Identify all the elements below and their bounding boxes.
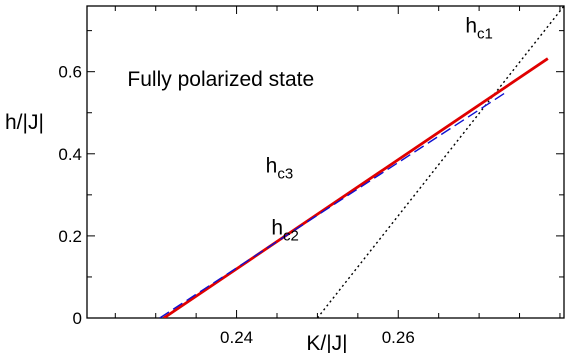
x-axis-label: K/|J| bbox=[306, 332, 347, 353]
plot-frame bbox=[86, 5, 565, 319]
series-line-hc2 bbox=[159, 90, 508, 318]
x-tick-label: 0.26 bbox=[382, 328, 415, 347]
y-tick-label: 0.2 bbox=[58, 227, 82, 246]
label-hc3: hc3 bbox=[266, 154, 294, 182]
region-label: Fully polarized state bbox=[127, 68, 314, 91]
series-line-hc1 bbox=[316, 6, 564, 318]
y-tick-label: 0.6 bbox=[58, 63, 82, 82]
y-axis-label: h/|J| bbox=[5, 111, 44, 134]
label-hc2: hc2 bbox=[271, 217, 299, 245]
label-hc1: hc1 bbox=[465, 15, 493, 43]
x-tick-label: 0.24 bbox=[220, 328, 253, 347]
y-tick-label: 0 bbox=[73, 309, 82, 328]
series-line-hc3 bbox=[163, 57, 549, 318]
y-tick-label: 0.4 bbox=[58, 145, 82, 164]
